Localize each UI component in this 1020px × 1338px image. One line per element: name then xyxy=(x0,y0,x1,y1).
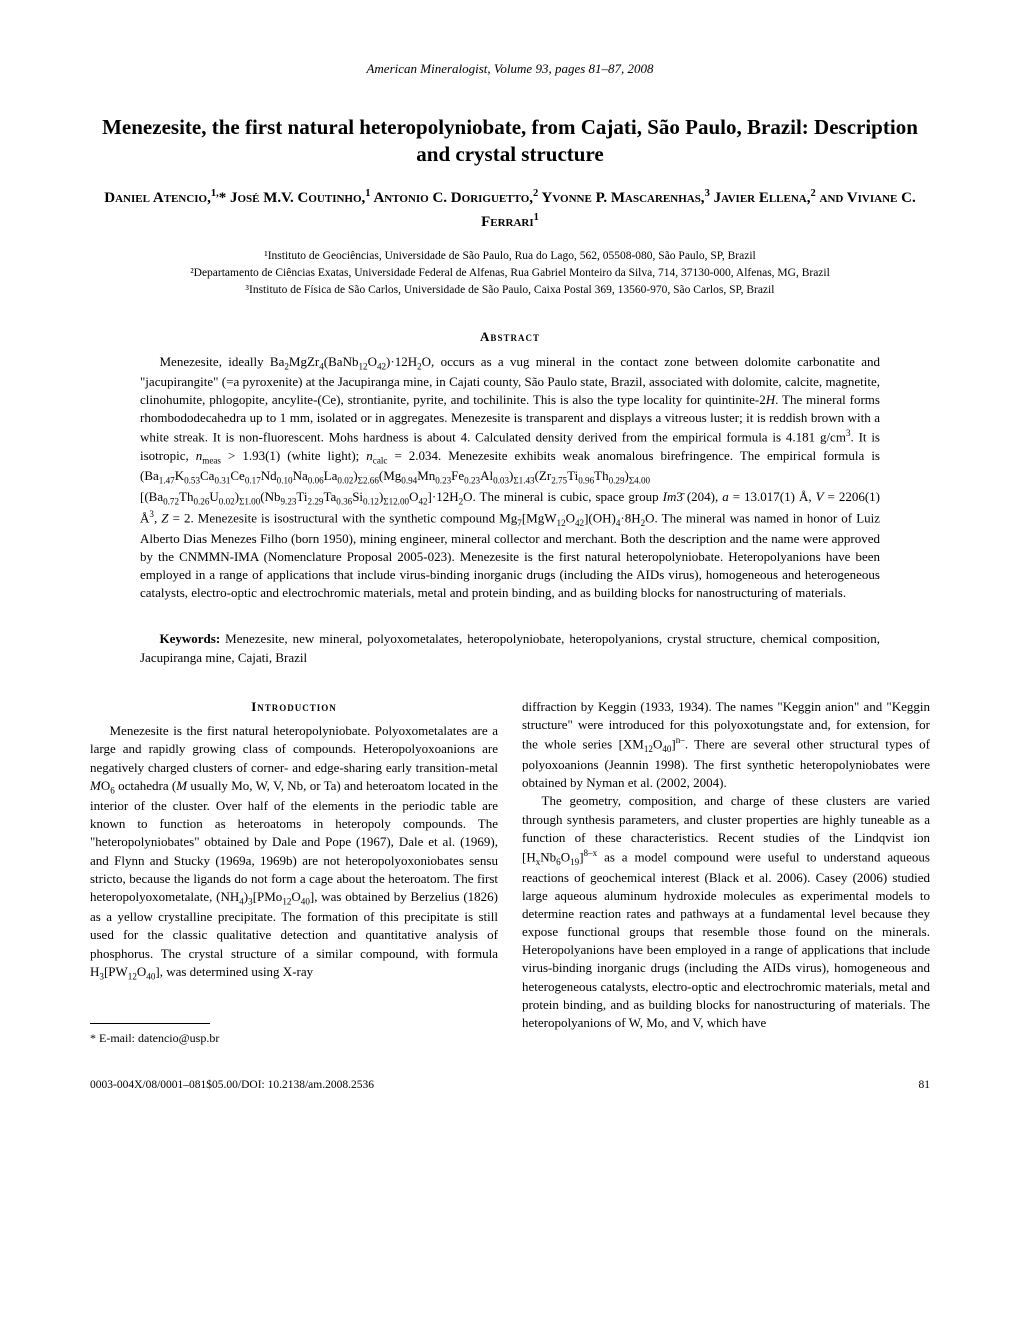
article-title: Menezesite, the first natural heteropoly… xyxy=(90,114,930,169)
footnote-rule xyxy=(90,1023,210,1024)
affiliations-block: ¹Instituto de Geociências, Universidade … xyxy=(90,248,930,300)
authors-line: Daniel Atencio,1,* José M.V. Coutinho,1 … xyxy=(90,186,930,234)
affiliation-3: ³Instituto de Física de São Carlos, Univ… xyxy=(90,282,930,299)
intro-paragraph-right-2: The geometry, composition, and charge of… xyxy=(522,792,930,1032)
right-column: diffraction by Keggin (1933, 1934). The … xyxy=(522,698,930,1047)
keywords-text: Menezesite, new mineral, polyoxometalate… xyxy=(140,631,880,665)
footer-doi: 0003-004X/08/0001–081$05.00/DOI: 10.2138… xyxy=(90,1077,374,1094)
intro-paragraph-right-1: diffraction by Keggin (1933, 1934). The … xyxy=(522,698,930,792)
abstract-heading: Abstract xyxy=(90,328,930,347)
page-footer: 0003-004X/08/0001–081$05.00/DOI: 10.2138… xyxy=(90,1077,930,1094)
two-column-body: Introduction Menezesite is the first nat… xyxy=(90,698,930,1047)
corresponding-author-footnote: * E-mail: datencio@usp.br xyxy=(90,1030,498,1047)
introduction-heading: Introduction xyxy=(90,698,498,716)
journal-header: American Mineralogist, Volume 93, pages … xyxy=(90,60,930,79)
abstract-body: Menezesite, ideally Ba2MgZr4(BaNb12O42)·… xyxy=(140,353,880,603)
affiliation-2: ²Departamento de Ciências Exatas, Univer… xyxy=(90,265,930,282)
abstract-paragraph: Menezesite, ideally Ba2MgZr4(BaNb12O42)·… xyxy=(140,353,880,603)
page-number: 81 xyxy=(919,1077,931,1094)
keywords-block: Keywords: Menezesite, new mineral, polyo… xyxy=(140,630,880,668)
keywords-label: Keywords: xyxy=(160,631,221,646)
affiliation-1: ¹Instituto de Geociências, Universidade … xyxy=(90,248,930,265)
intro-paragraph-left: Menezesite is the first natural heteropo… xyxy=(90,722,498,983)
left-column: Introduction Menezesite is the first nat… xyxy=(90,698,498,1047)
